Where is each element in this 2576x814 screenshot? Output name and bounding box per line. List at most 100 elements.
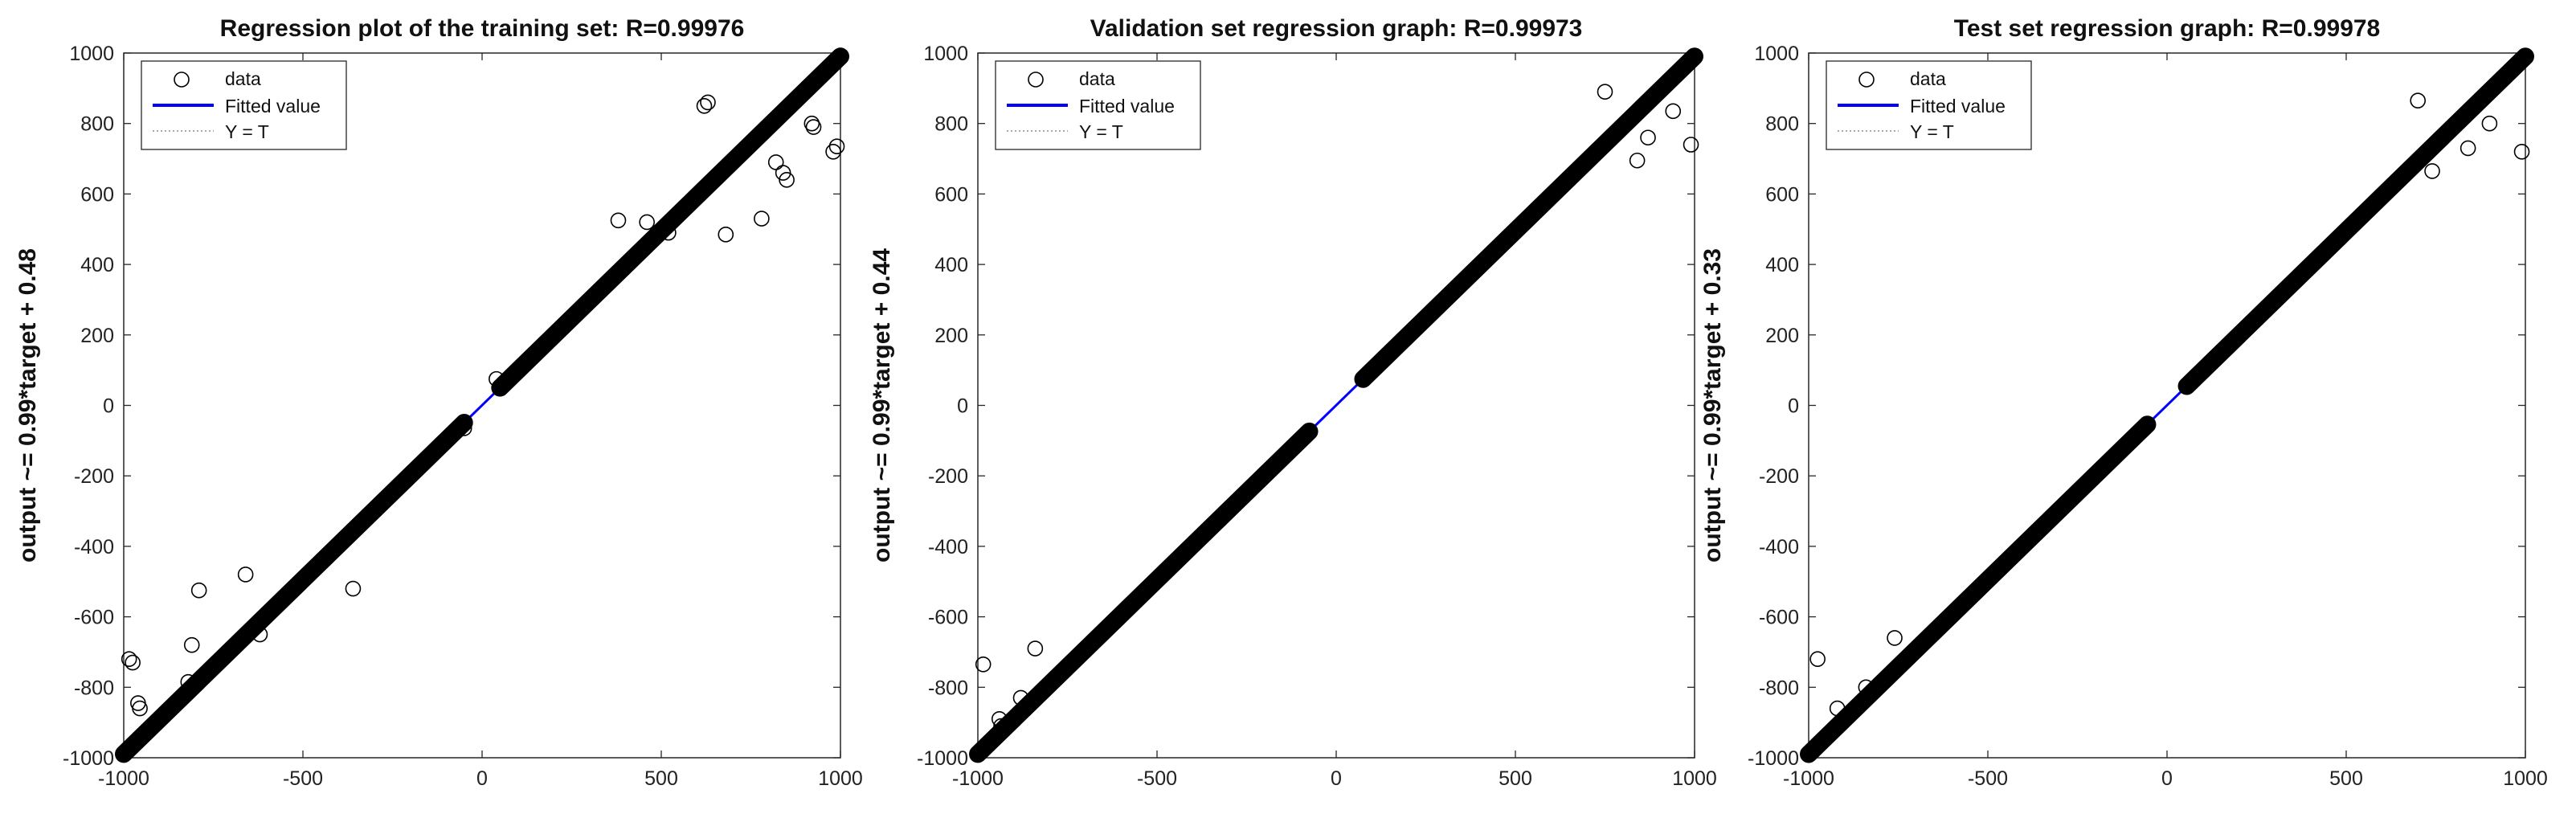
data-point	[767, 154, 784, 170]
legend-label: Fitted value	[1910, 96, 2006, 117]
data-point	[805, 119, 822, 135]
y-tick-label: -1000	[917, 747, 968, 770]
y-tick-label: -400	[74, 536, 114, 558]
data-point	[183, 636, 200, 653]
legend-data-marker	[1028, 72, 1044, 88]
data-point	[1809, 651, 1826, 668]
data-band	[1354, 47, 1703, 388]
data-point	[828, 138, 845, 155]
data-point	[1640, 129, 1656, 146]
legend-label: data	[1910, 68, 1946, 89]
y-tick-label: -800	[74, 677, 114, 699]
y-tick-label: 400	[1765, 254, 1799, 276]
chart-panel-1: Regression plot of the training set: R=0…	[14, 15, 863, 790]
x-tick-label: 1000	[818, 767, 863, 790]
data-point	[775, 165, 791, 181]
y-tick-label: -200	[74, 465, 114, 488]
data-band	[1800, 415, 2157, 763]
data-point	[456, 420, 472, 436]
x-tick-label: 500	[644, 767, 678, 790]
data-point	[190, 582, 207, 599]
y-tick-label: 1000	[923, 43, 968, 65]
data-point	[610, 212, 627, 229]
data-point	[1887, 630, 1903, 646]
chart-panel-2: Validation set regression graph: R=0.999…	[869, 15, 1717, 790]
data-point	[132, 700, 148, 717]
y-axis-label: output ~= 0.99*target + 0.48	[14, 248, 41, 562]
y-tick-label: -1000	[63, 747, 114, 770]
y-tick-label: 600	[934, 183, 968, 206]
chart-title: Test set regression graph: R=0.99978	[1954, 15, 2381, 42]
data-point	[754, 211, 770, 227]
data-point	[975, 656, 992, 673]
data-point	[2410, 92, 2426, 108]
y-tick-label: -1000	[1748, 747, 1799, 770]
chart-panel-3: Test set regression graph: R=0.99978 outp…	[1699, 15, 2548, 790]
data-point	[803, 115, 820, 132]
legend-label: data	[225, 68, 261, 89]
data-point	[1829, 700, 1846, 717]
data-point	[1597, 84, 1613, 100]
legend-label: Fitted value	[225, 96, 321, 117]
x-tick-label: 0	[476, 767, 488, 790]
data-point	[2481, 115, 2498, 132]
y-tick-label: 600	[80, 183, 114, 206]
data-point	[1665, 103, 1682, 120]
y-tick-label: 400	[80, 254, 114, 276]
y-tick-label: 1000	[69, 43, 114, 65]
data-point	[2459, 140, 2476, 157]
x-tick-label: 1000	[2503, 767, 2548, 790]
data-point	[237, 567, 254, 583]
y-tick-label: 600	[1765, 183, 1799, 206]
y-tick-label: 400	[934, 254, 968, 276]
data-band	[969, 422, 1319, 763]
y-tick-label: -200	[928, 465, 968, 488]
data-point	[991, 710, 1008, 727]
data-point	[345, 580, 362, 597]
y-tick-label: -600	[74, 607, 114, 629]
data-point	[993, 718, 1009, 734]
data-band	[491, 47, 849, 397]
data-point	[2513, 143, 2530, 160]
y-tick-label: 200	[1765, 325, 1799, 347]
legend: data Fitted value Y = T	[141, 60, 347, 150]
data-point	[251, 626, 268, 643]
data-point	[825, 143, 841, 160]
legend-data-marker	[174, 72, 190, 88]
data-point	[121, 651, 137, 668]
data-point	[1629, 152, 1646, 169]
y-tick-label: 0	[957, 395, 968, 418]
x-tick-label: -1000	[1783, 767, 1834, 790]
legend-label: Y = T	[1079, 121, 1123, 142]
data-point	[125, 654, 141, 671]
legend-label: data	[1079, 68, 1115, 89]
data-point	[660, 224, 677, 241]
legend-label: Y = T	[225, 121, 269, 142]
legend: data Fitted value Y = T	[1826, 60, 2032, 150]
x-tick-label: -500	[283, 767, 323, 790]
y-tick-label: -600	[1759, 607, 1799, 629]
data-point	[718, 227, 734, 243]
data-band	[2177, 47, 2534, 395]
y-tick-label: -800	[1759, 677, 1799, 699]
y-tick-label: -400	[1759, 536, 1799, 558]
x-tick-label: 0	[2161, 767, 2173, 790]
x-tick-label: 500	[1499, 767, 1532, 790]
legend-data-marker	[1858, 72, 1875, 88]
x-tick-label: 0	[1331, 767, 1342, 790]
y-tick-label: -400	[928, 536, 968, 558]
data-point	[639, 214, 655, 231]
x-tick-label: -1000	[952, 767, 1004, 790]
data-point	[489, 370, 505, 387]
x-tick-label: 1000	[1672, 767, 1717, 790]
chart-title: Validation set regression graph: R=0.999…	[1090, 15, 1583, 42]
data-point	[1027, 640, 1044, 657]
y-tick-label: -800	[928, 677, 968, 699]
y-tick-label: 800	[934, 113, 968, 136]
data-point	[700, 94, 716, 111]
data-point	[180, 673, 197, 690]
y-tick-label: 200	[934, 325, 968, 347]
data-point	[1858, 679, 1875, 696]
legend-label: Fitted value	[1079, 96, 1175, 117]
